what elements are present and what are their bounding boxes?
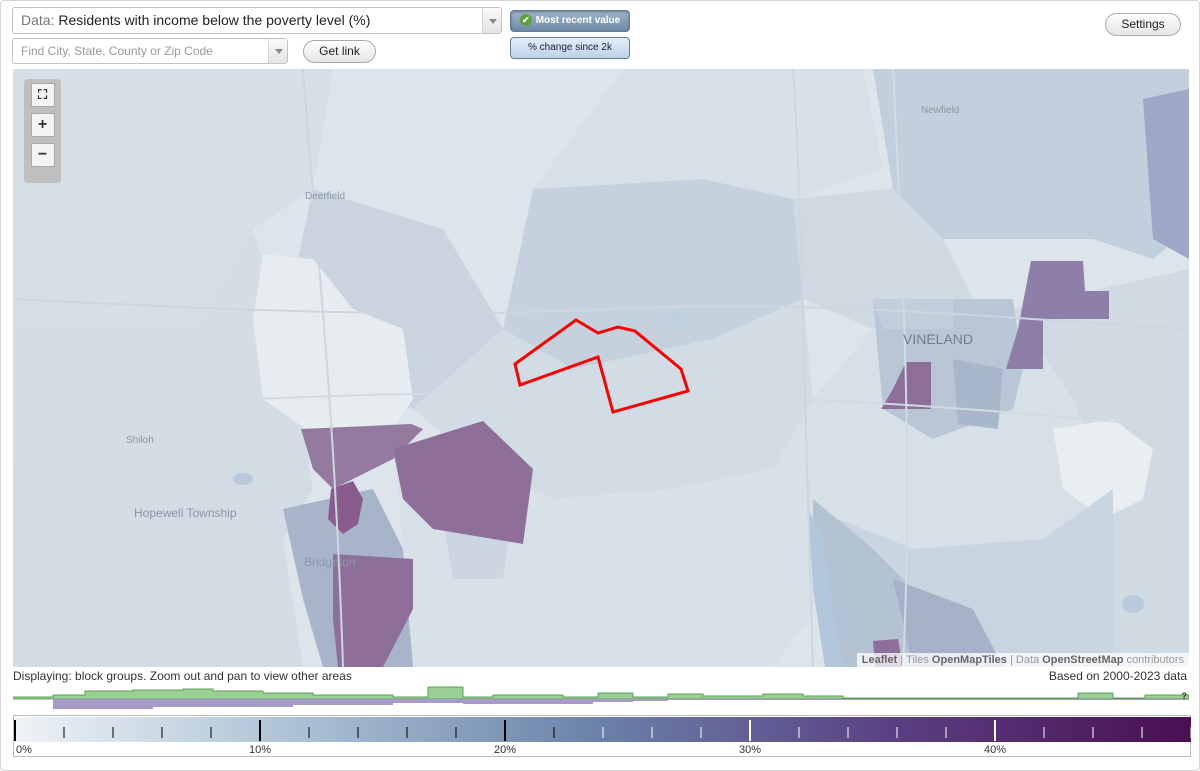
most-recent-value-label: Most recent value xyxy=(535,15,621,26)
region-light xyxy=(253,254,413,434)
based-on-note: Based on 2000-2023 data xyxy=(1048,669,1187,683)
region-vineland-core xyxy=(953,359,1003,429)
get-link-button[interactable]: Get link xyxy=(303,40,376,63)
location-search-input[interactable]: Find City, State, County or Zip Code xyxy=(12,38,288,64)
region-high xyxy=(393,421,533,544)
zoom-control: ⛶ + − xyxy=(24,79,61,183)
unknown-marker: ? xyxy=(1182,691,1188,701)
zoom-out-button[interactable]: − xyxy=(30,143,55,167)
region xyxy=(1143,89,1189,259)
histogram-current-series xyxy=(13,686,1189,700)
water xyxy=(808,509,843,667)
legend-tick-label: 0% xyxy=(16,744,32,756)
region xyxy=(413,299,813,499)
chevron-down-icon[interactable] xyxy=(482,8,501,33)
water xyxy=(1122,595,1144,613)
attribution-contributors: contributors xyxy=(1123,654,1184,666)
checkmark-icon: ✔ xyxy=(519,14,532,27)
region xyxy=(873,299,953,329)
most-recent-value-button[interactable]: ✔ Most recent value xyxy=(510,10,630,32)
place-label-hopewell: Hopewell Township xyxy=(134,506,237,520)
color-legend: 0% 10% 20% 30% 40% xyxy=(13,715,1192,757)
choropleth-map[interactable]: Newfield Deerfield VINELAND Shiloh Hopew… xyxy=(13,69,1189,667)
openmaptiles-link[interactable]: OpenMapTiles xyxy=(931,654,1007,666)
place-label-vineland: VINELAND xyxy=(903,331,974,347)
road xyxy=(892,69,909,667)
data-select-prefix: Data: xyxy=(21,12,55,28)
region xyxy=(793,189,973,329)
water xyxy=(233,473,253,485)
place-label-newfield: Newfield xyxy=(921,105,960,116)
data-select-value: Residents with income below the poverty … xyxy=(58,12,371,28)
region xyxy=(893,579,1003,667)
map-layer xyxy=(13,69,1189,667)
road xyxy=(792,69,814,667)
water xyxy=(661,311,685,327)
road xyxy=(13,298,1189,330)
percent-change-button[interactable]: % change since 2k xyxy=(510,37,630,59)
attribution-sep: | Tiles xyxy=(897,654,932,666)
place-label-bridgeton: Bridgeton xyxy=(304,555,356,569)
region xyxy=(813,499,933,667)
legend-labels: 0% 10% 20% 30% 40% xyxy=(16,744,1006,756)
region-high xyxy=(1006,261,1109,369)
place-label-shiloh: Shiloh xyxy=(126,435,154,446)
region xyxy=(13,69,333,329)
attribution-sep: | Data xyxy=(1006,654,1043,666)
region-light xyxy=(1053,419,1153,519)
map-attribution: Leaflet | Tiles OpenMapTiles | Data Open… xyxy=(856,653,1189,667)
region xyxy=(13,429,313,667)
leaflet-link[interactable]: Leaflet xyxy=(861,654,898,666)
histogram-baseline-series xyxy=(53,699,1189,709)
location-search-placeholder: Find City, State, County or Zip Code xyxy=(21,44,213,58)
region xyxy=(873,69,1189,259)
region-high xyxy=(333,554,413,667)
distribution-histogram: ? xyxy=(13,686,1189,709)
region xyxy=(13,229,333,469)
legend-ticks xyxy=(14,720,1192,741)
region xyxy=(313,69,623,229)
settings-button[interactable]: Settings xyxy=(1105,13,1181,36)
zoom-in-button[interactable]: + xyxy=(30,113,55,137)
data-select[interactable]: Data: Residents with income below the po… xyxy=(12,7,502,34)
region xyxy=(1013,269,1189,667)
openstreetmap-link[interactable]: OpenStreetMap xyxy=(1042,654,1124,666)
legend-tick-label: 40% xyxy=(984,744,1006,756)
place-label-deerfield: Deerfield xyxy=(305,191,346,202)
legend-svg: 0% 10% 20% 30% 40% xyxy=(14,717,1192,756)
road xyxy=(302,69,344,667)
fullscreen-icon[interactable]: ⛶ xyxy=(30,83,55,107)
legend-tick-label: 30% xyxy=(739,744,761,756)
legend-tick-label: 20% xyxy=(494,744,516,756)
road xyxy=(13,391,1189,430)
legend-tick-label: 10% xyxy=(249,744,271,756)
displaying-note: Displaying: block groups. Zoom out and p… xyxy=(13,669,352,683)
highlighted-area-outline[interactable] xyxy=(513,318,690,414)
chevron-down-icon[interactable] xyxy=(268,39,287,63)
